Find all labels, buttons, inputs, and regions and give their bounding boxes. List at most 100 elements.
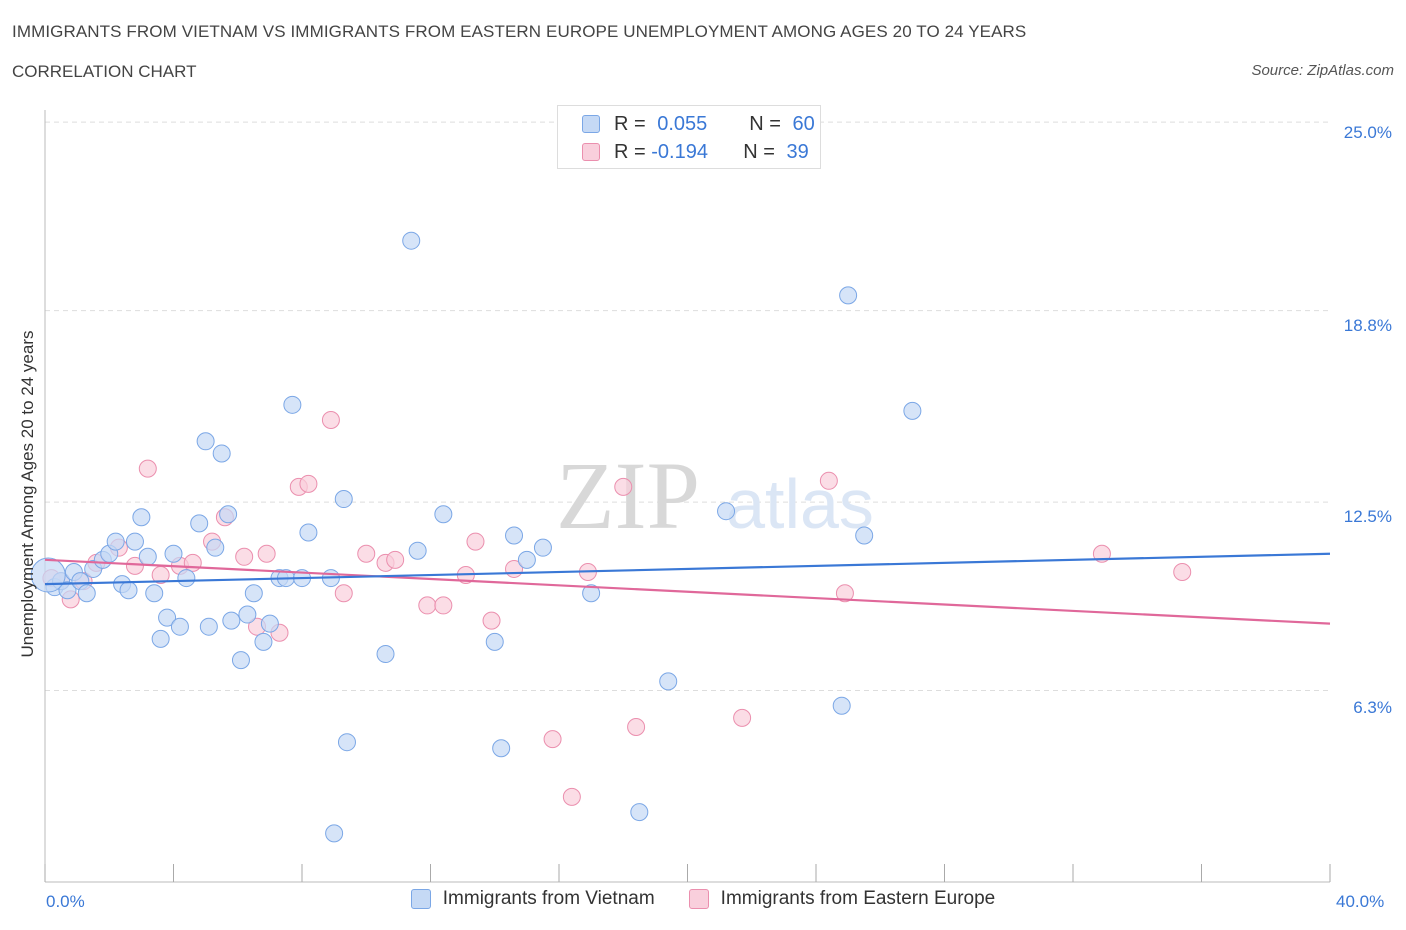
data-point	[819, 471, 838, 490]
data-point	[717, 502, 736, 521]
data-point	[106, 532, 125, 551]
data-point	[543, 730, 562, 749]
data-point	[466, 532, 485, 551]
data-point	[299, 523, 318, 542]
trend-line-vietnam	[44, 552, 1331, 586]
data-point	[402, 231, 421, 250]
data-point	[145, 584, 164, 603]
data-point	[418, 596, 437, 615]
y-tick-label: 12.5%	[1343, 507, 1392, 526]
data-point	[376, 645, 395, 664]
data-point	[357, 544, 376, 563]
data-point	[212, 444, 231, 463]
trend-lines	[44, 552, 1331, 625]
pink-swatch-icon	[582, 143, 600, 161]
data-point	[482, 611, 501, 630]
stats-legend: R = 0.055 N = 60 R = -0.194 N = 39	[557, 105, 821, 169]
data-point	[283, 395, 302, 414]
data-point	[855, 526, 874, 545]
data-point	[517, 550, 536, 569]
y-tick-label: 18.8%	[1343, 316, 1392, 335]
data-point	[190, 514, 209, 533]
data-point	[235, 547, 254, 566]
chart-title: IMMIGRANTS FROM VIETNAM VS IMMIGRANTS FR…	[12, 22, 1027, 41]
data-point	[58, 581, 77, 600]
n-value: 60	[792, 112, 815, 135]
data-point	[177, 569, 196, 588]
data-point	[260, 614, 279, 633]
n-label: N =	[743, 140, 775, 163]
data-point	[206, 538, 225, 557]
data-point	[151, 629, 170, 648]
data-point	[434, 596, 453, 615]
y-tick-label: 25.0%	[1343, 123, 1392, 142]
data-point	[386, 550, 405, 569]
data-point	[334, 490, 353, 509]
legend-item-eastern-europe: Immigrants from Eastern Europe	[688, 888, 995, 910]
data-point	[325, 824, 344, 843]
data-point	[627, 717, 646, 736]
r-value: -0.194	[651, 140, 708, 163]
y-axis-label: Unemployment Among Ages 20 to 24 years	[18, 330, 37, 658]
data-point	[196, 432, 215, 451]
data-point	[231, 651, 250, 670]
data-point	[257, 544, 276, 563]
data-point	[321, 411, 340, 430]
r-label: R =	[614, 112, 646, 135]
data-point	[832, 696, 851, 715]
data-point	[125, 556, 144, 575]
axes	[44, 110, 1331, 883]
data-point	[164, 544, 183, 563]
legend-row-eastern-europe: R = -0.194 N = 39	[582, 139, 809, 165]
source-label: Source: ZipAtlas.com	[1251, 62, 1394, 79]
data-point	[408, 541, 427, 560]
n-value: 39	[786, 140, 809, 163]
data-point	[630, 803, 649, 822]
data-point	[562, 787, 581, 806]
r-label: R =	[614, 140, 646, 163]
data-point	[199, 617, 218, 636]
watermark-zip: ZIP	[556, 442, 700, 549]
blue-swatch-icon	[410, 889, 431, 909]
data-point	[582, 584, 601, 603]
y-tick-label: 6.3%	[1353, 698, 1392, 717]
data-point	[183, 553, 202, 572]
n-label: N =	[749, 112, 781, 135]
data-point	[614, 477, 633, 496]
data-point	[219, 505, 238, 524]
series-vietnam-points	[30, 231, 922, 843]
legend-row-vietnam: R = 0.055 N = 60	[582, 111, 815, 137]
data-point	[158, 608, 177, 627]
data-point	[222, 611, 241, 630]
r-value: 0.055	[657, 112, 708, 135]
data-point	[125, 532, 144, 551]
data-point	[77, 584, 96, 603]
data-point	[138, 459, 157, 478]
watermark-atlas: atlas	[726, 465, 874, 543]
data-point	[254, 632, 273, 651]
legend-label: Immigrants from Vietnam	[442, 888, 655, 909]
data-point	[839, 286, 858, 305]
data-point	[485, 632, 504, 651]
x-tick-label: 0.0%	[46, 892, 85, 911]
data-point	[835, 584, 854, 603]
data-point	[244, 584, 263, 603]
data-point	[903, 401, 922, 420]
data-point	[337, 733, 356, 752]
chart-subtitle: CORRELATION CHART	[12, 62, 197, 81]
data-point	[334, 584, 353, 603]
grid-lines	[45, 121, 1330, 692]
x-tick-label: 40.0%	[1336, 892, 1385, 911]
data-point	[132, 508, 151, 527]
data-point	[238, 605, 257, 624]
data-point	[505, 526, 524, 545]
data-point	[138, 547, 157, 566]
data-point	[299, 474, 318, 493]
data-point	[533, 538, 552, 557]
watermark: ZIP atlas	[556, 442, 874, 549]
trend-line-eastern-europe	[44, 558, 1331, 625]
blue-swatch-icon	[582, 115, 600, 133]
data-point	[659, 672, 678, 691]
legend-item-vietnam: Immigrants from Vietnam	[410, 888, 655, 910]
data-point	[170, 617, 189, 636]
